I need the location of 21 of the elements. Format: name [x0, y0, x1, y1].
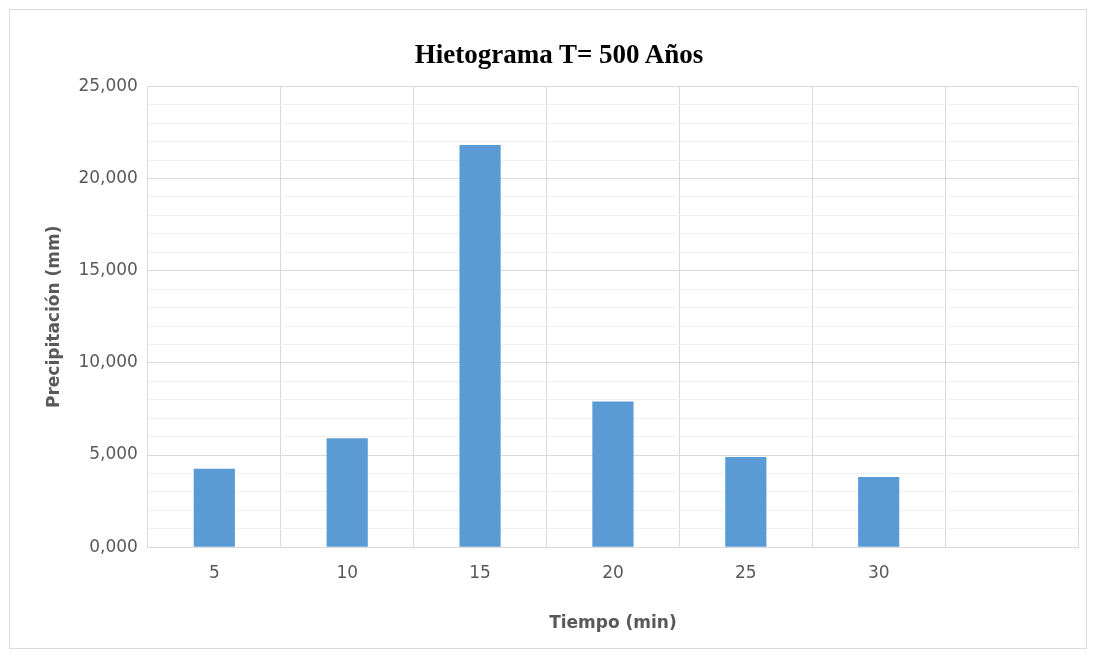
y-tick-label: 10,000	[78, 351, 138, 372]
x-tick-label: 30	[867, 561, 890, 582]
x-tick-label: 10	[336, 561, 359, 582]
x-axis-title: Tiempo (min)	[549, 612, 677, 633]
chart-title: Hietograma T= 500 Años	[414, 39, 704, 70]
x-tick-label: 25	[735, 561, 757, 582]
bar	[193, 468, 235, 547]
x-tick-label: 15	[469, 561, 491, 582]
x-tick-label: 20	[602, 561, 624, 582]
bar	[326, 438, 368, 547]
y-tick-label: 0,000	[89, 535, 138, 556]
bar	[725, 457, 767, 547]
bar	[459, 145, 501, 547]
y-tick-label: 20,000	[78, 166, 138, 187]
x-tick-label: 5	[208, 561, 220, 582]
y-tick-label: 5,000	[89, 443, 138, 464]
bar	[592, 401, 634, 547]
bar	[858, 476, 900, 547]
y-axis-title: Precipitación (mm)	[42, 225, 63, 409]
y-tick-label: 15,000	[78, 259, 138, 280]
y-tick-label: 25,000	[78, 74, 138, 95]
